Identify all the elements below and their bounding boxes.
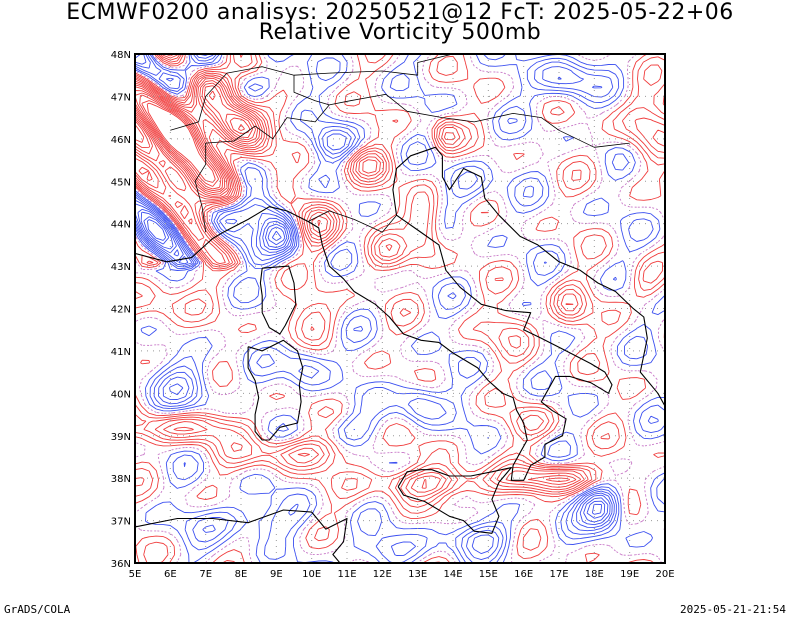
lat-label: 41N: [111, 347, 131, 358]
lat-lon-grid: [135, 54, 665, 563]
lat-label: 47N: [111, 92, 131, 103]
corsica-outline: [259, 265, 297, 335]
map-subtitle: Relative Vorticity 500mb: [258, 20, 542, 45]
lon-label: 7E: [199, 569, 212, 580]
lat-label: 46N: [111, 135, 131, 146]
contour-level-2: [140, 211, 606, 519]
longitude-labels: 5E 6E 7E 8E 9E 10E 11E 12E 13E 14E 15E 16E 17E 18E 19E…: [129, 569, 675, 580]
contour-level-7: [135, 54, 665, 563]
contour-level-21: [135, 90, 254, 192]
contour-level-0: [147, 219, 282, 242]
contour-level-8: [135, 54, 665, 563]
north-africa-outline: [135, 509, 348, 563]
lat-label: 45N: [111, 177, 131, 188]
lon-label: 18E: [585, 569, 604, 580]
lat-label: 44N: [111, 220, 131, 231]
contour-level-4: [135, 54, 611, 526]
lat-label: 40N: [111, 389, 131, 400]
map-title: ECMWF0200 analisys: 20250521@12 FcT: 202…: [66, 0, 734, 25]
contour-level-5: [135, 54, 613, 555]
contour-level-18: [135, 80, 571, 482]
lon-label: 20E: [655, 569, 674, 580]
contour-level-20: [135, 85, 256, 194]
contour-level-24: [146, 102, 216, 183]
contour-level-17: [135, 77, 577, 489]
contour-level-19: [135, 82, 259, 195]
lat-label: 39N: [111, 432, 131, 443]
lon-label: 15E: [479, 569, 498, 580]
sardinia-outline: [247, 339, 304, 441]
lat-label: 36N: [111, 559, 131, 570]
adriatic-east-outline: [441, 155, 665, 407]
lon-label: 12E: [373, 569, 392, 580]
lon-label: 19E: [620, 569, 639, 580]
footer-software: GrADS/COLA: [4, 603, 71, 616]
lon-label: 9E: [270, 569, 283, 580]
vorticity-contours: [135, 54, 665, 563]
lon-label: 14E: [443, 569, 462, 580]
contour-level-9: [135, 54, 665, 563]
lat-label: 37N: [111, 517, 131, 528]
contour-level-11: [135, 54, 665, 563]
italy-peninsula-outline: [223, 146, 613, 481]
contour-level-15: [135, 54, 665, 498]
plot-frame: [134, 53, 666, 564]
lat-label: 48N: [111, 50, 131, 61]
contour-level-14: [135, 54, 665, 503]
lon-label: 13E: [408, 569, 427, 580]
alps-border-outline: [194, 93, 443, 233]
lon-label: 5E: [129, 569, 142, 580]
ligurian-france-outline: [135, 231, 224, 263]
lon-label: 16E: [514, 569, 533, 580]
latitude-labels: 36N 37N 38N 39N 40N 41N 42N 43N 44N 45N 46N 47N 48N: [111, 50, 131, 570]
slovenia-border-outline: [442, 113, 630, 148]
italy-regions-outline: [307, 210, 397, 233]
austria-border-outline: [293, 54, 454, 76]
lat-label: 43N: [111, 262, 131, 273]
contour-level-13: [135, 54, 665, 508]
footer-timestamp: 2025-05-21-21:54: [680, 603, 786, 616]
lon-label: 11E: [337, 569, 356, 580]
lon-label: 10E: [302, 569, 321, 580]
lon-label: 17E: [549, 569, 568, 580]
lon-label: 8E: [235, 569, 248, 580]
lat-label: 38N: [111, 474, 131, 485]
sicily-outline: [397, 467, 512, 534]
coastlines-and-borders: [135, 54, 665, 563]
lat-label: 42N: [111, 305, 131, 316]
contour-level-3: [135, 54, 609, 523]
contour-level-6: [135, 54, 615, 561]
swiss-border-outline: [170, 66, 330, 131]
contour-level-1: [143, 216, 602, 515]
lon-label: 6E: [164, 569, 177, 580]
